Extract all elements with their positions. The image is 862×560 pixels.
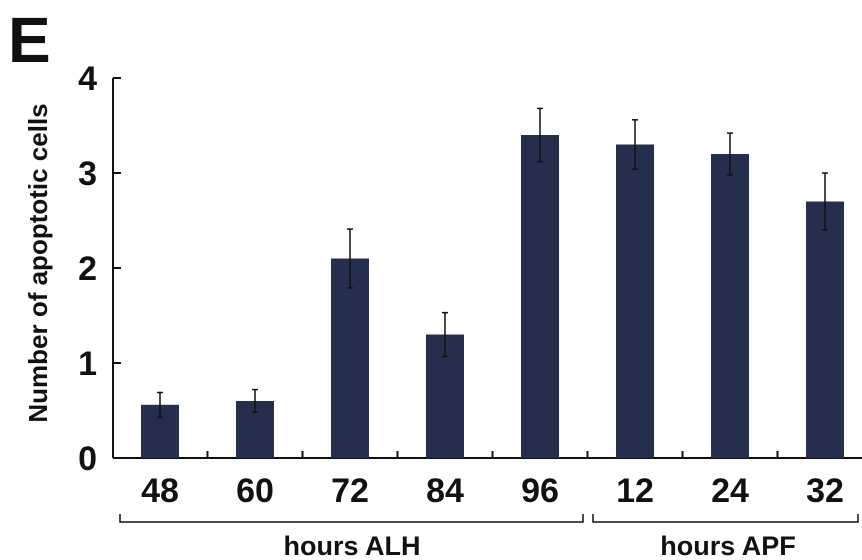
bar (521, 135, 559, 458)
x-tick-label: 84 (426, 472, 464, 510)
error-bar (822, 172, 828, 231)
panel-label: E (8, 4, 51, 76)
bar (711, 154, 749, 458)
group-bracket: hours APF (592, 514, 859, 560)
error-bar (347, 228, 353, 289)
bar (806, 201, 844, 458)
x-tick-label: 32 (806, 472, 844, 510)
bar (616, 144, 654, 458)
error-bar (157, 391, 163, 418)
y-tick-label: 3 (78, 155, 97, 193)
error-bars (157, 107, 828, 418)
error-bar (632, 119, 638, 170)
error-bar (442, 311, 448, 358)
error-bar (537, 107, 543, 163)
x-axis (113, 451, 862, 459)
y-tick-label: 4 (78, 60, 97, 98)
x-tick-label: 12 (616, 472, 654, 510)
group-brackets: hours ALH hours APF (119, 514, 859, 560)
bar (331, 258, 369, 458)
group-bracket-line (592, 514, 859, 523)
y-axis-title: Number of apoptotic cells (23, 103, 53, 422)
y-tick-label: 2 (78, 250, 97, 288)
group-label: hours ALH (284, 531, 421, 560)
x-tick-label: 60 (236, 472, 274, 510)
y-tick-label: 1 (78, 345, 97, 383)
group-bracket: hours ALH (119, 514, 584, 560)
y-tick-label: 0 (78, 440, 97, 478)
x-tick-labels: 48 60 72 84 96 12 24 32 (141, 472, 844, 510)
group-bracket-line (119, 514, 584, 523)
error-bar (727, 132, 733, 176)
error-bar (252, 388, 258, 414)
x-tick-label: 48 (141, 472, 179, 510)
bars (141, 135, 844, 458)
y-axis: 0 1 2 3 4 (78, 60, 121, 478)
x-tick-label: 96 (521, 472, 559, 510)
x-tick-label: 72 (331, 472, 369, 510)
group-label: hours APF (660, 531, 796, 560)
x-tick-label: 24 (711, 472, 749, 510)
